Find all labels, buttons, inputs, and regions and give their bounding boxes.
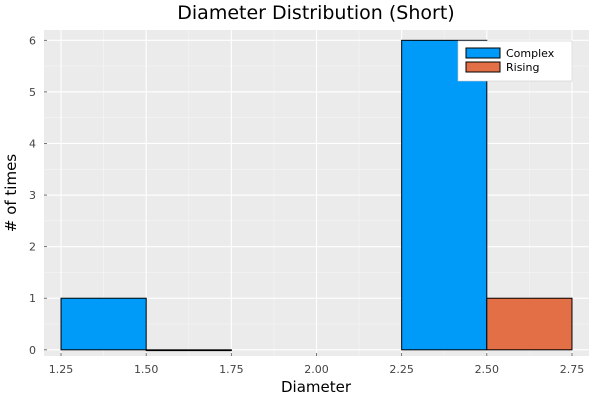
y-tick-label: 0	[29, 344, 36, 357]
x-axis-title: Diameter	[281, 378, 352, 396]
chart-title: Diameter Distribution (Short)	[177, 2, 454, 24]
x-tick-label: 2.00	[304, 363, 329, 376]
bar-rising	[145, 349, 232, 352]
histogram-bars	[60, 39, 573, 352]
y-tick-label: 6	[29, 34, 36, 47]
x-tick-label: 2.75	[560, 363, 585, 376]
y-tick-label: 2	[29, 241, 36, 254]
legend-label-rising: Rising	[506, 61, 539, 74]
x-tick-label: 2.25	[389, 363, 414, 376]
x-tick-label: 1.75	[219, 363, 244, 376]
y-tick-label: 5	[29, 86, 36, 99]
x-tick-label: 2.50	[475, 363, 500, 376]
axis-ticks: 1.25 1.50 1.75 2.00 2.25 2.50 2.75 0 1 2 3 4 5 6	[29, 34, 584, 376]
x-tick-label: 1.25	[49, 363, 74, 376]
legend-swatch-complex	[465, 47, 501, 59]
y-tick-label: 4	[29, 137, 36, 150]
y-axis-title: # of times	[2, 154, 20, 232]
y-tick-label: 1	[29, 292, 36, 305]
x-tick-label: 1.50	[134, 363, 159, 376]
legend: Complex Rising	[457, 40, 573, 82]
legend-label-complex: Complex	[506, 47, 555, 60]
bar-complex	[401, 39, 488, 351]
y-tick-label: 3	[29, 189, 36, 202]
legend-swatch-rising	[465, 61, 501, 73]
bar-complex	[60, 297, 147, 351]
bar-rising	[486, 297, 573, 351]
